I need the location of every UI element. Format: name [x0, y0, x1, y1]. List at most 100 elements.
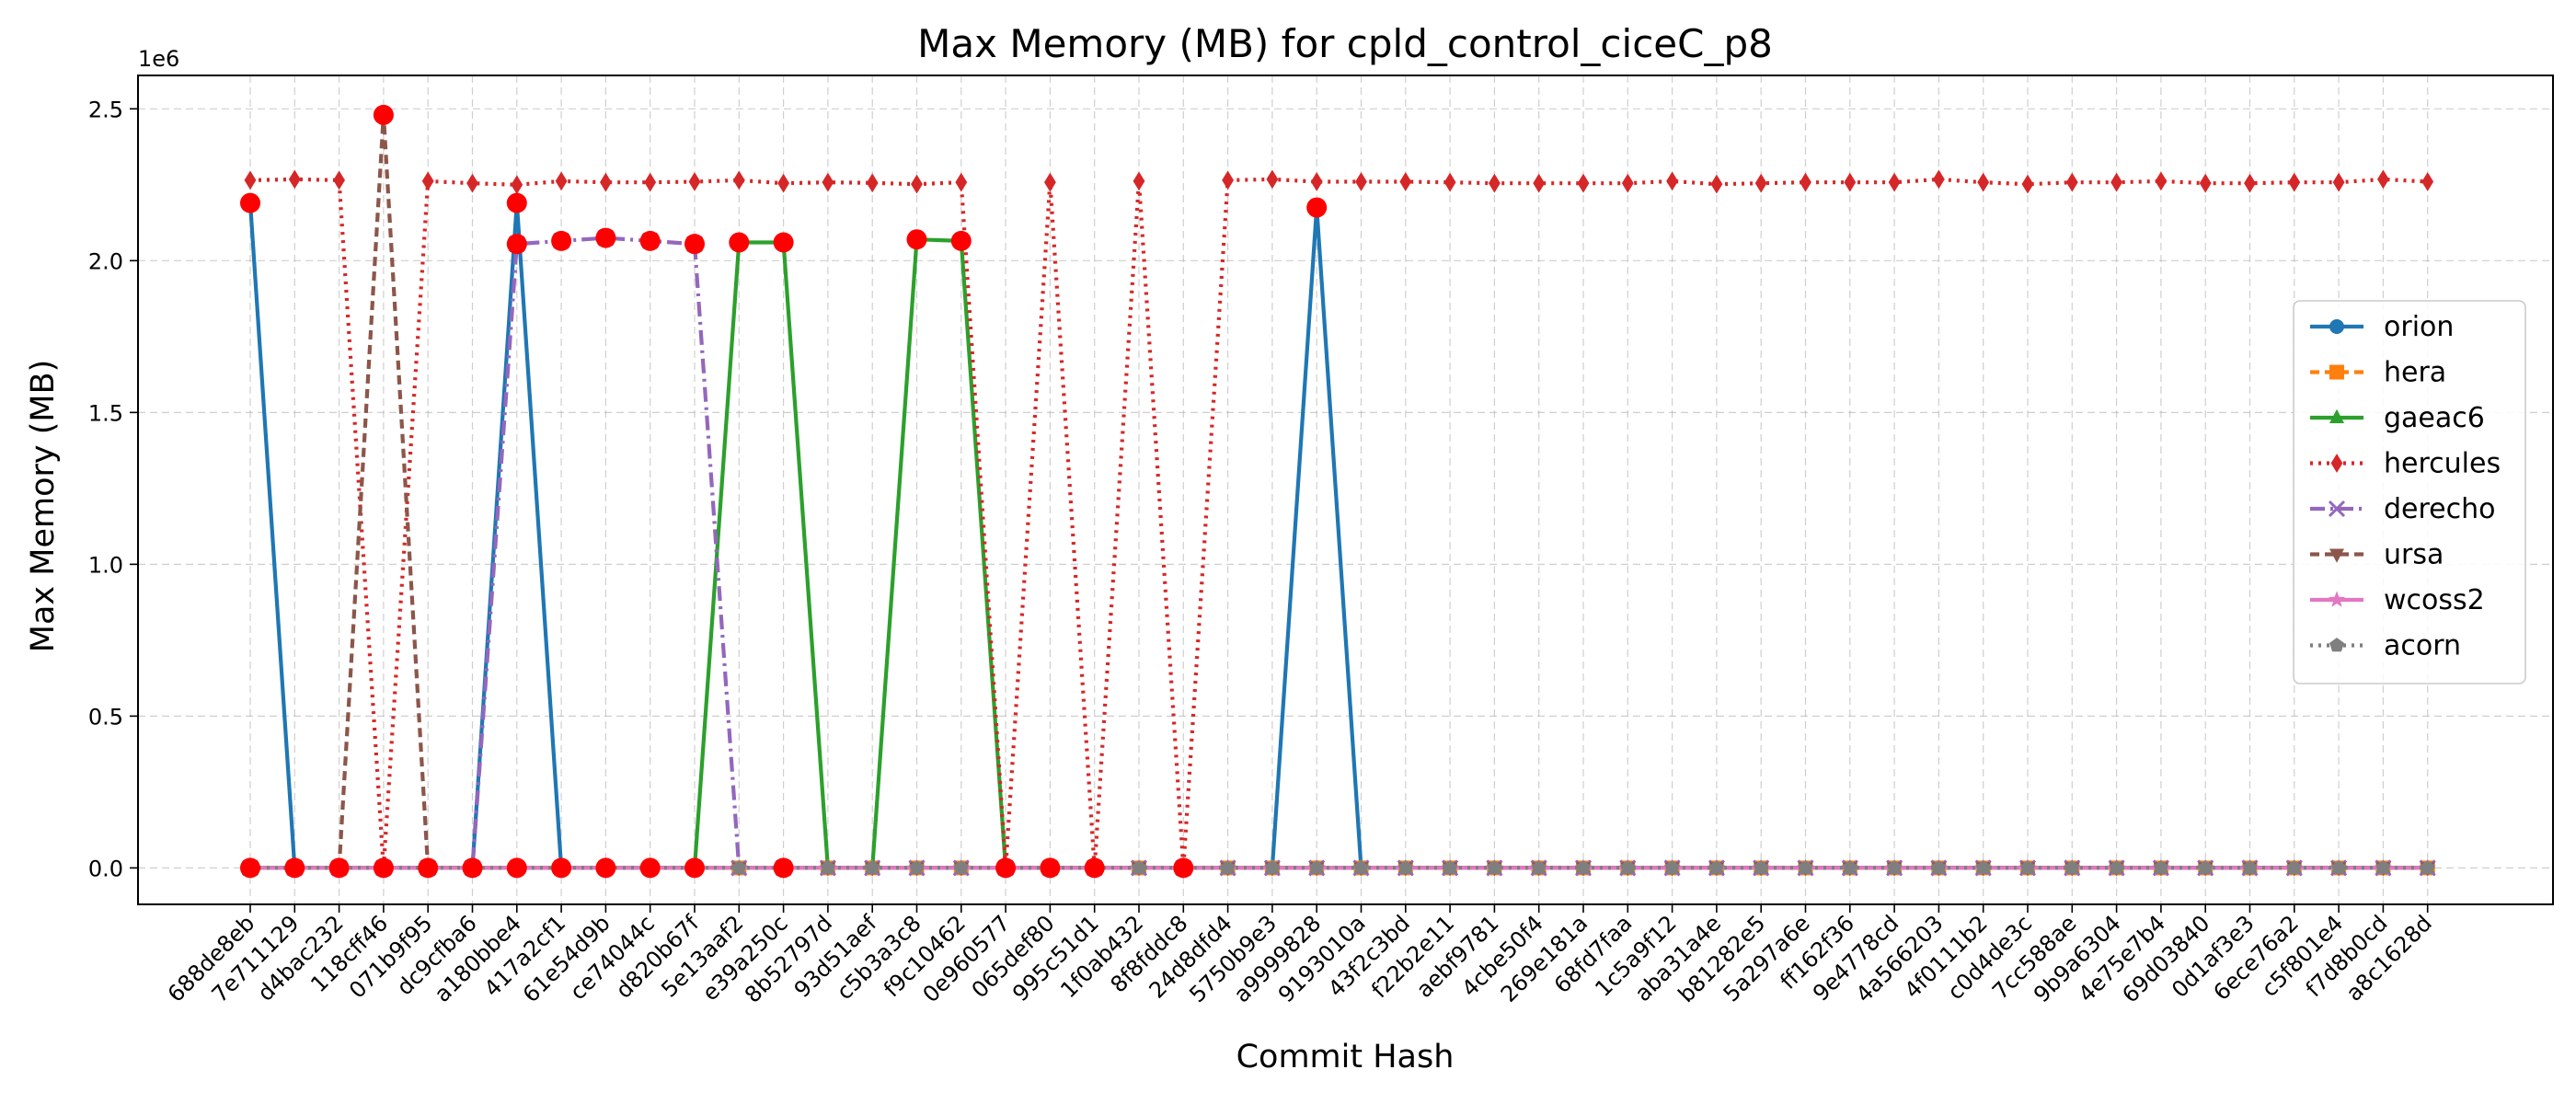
- highlight-point: [328, 857, 350, 879]
- data-point-acorn: [1842, 860, 1857, 875]
- data-point-hercules: [2021, 174, 2034, 194]
- legend-label: hera: [2384, 357, 2446, 389]
- highlight-point: [684, 234, 705, 255]
- y-tick-label: 0.5: [88, 704, 123, 730]
- highlight-point: [595, 227, 616, 248]
- y-axis-title: Max Memory (MB): [25, 360, 62, 652]
- legend-item-wcoss2: wcoss2: [2310, 584, 2485, 616]
- legend-item-orion: orion: [2310, 311, 2454, 343]
- highlight-point: [950, 230, 972, 251]
- legend-label: ursa: [2384, 539, 2444, 571]
- data-point-hercules: [1310, 172, 1323, 191]
- highlight-point: [462, 857, 483, 879]
- legend-label: gaeac6: [2384, 402, 2485, 434]
- legend-box: [2293, 300, 2526, 684]
- highlight-layer: [240, 104, 1328, 879]
- legend-label: acorn: [2384, 630, 2461, 662]
- data-point-hercules: [777, 173, 789, 193]
- legend-swatch-marker: [2328, 500, 2346, 518]
- data-point-acorn: [2286, 860, 2302, 875]
- legend-item-ursa: ursa: [2310, 539, 2444, 571]
- data-point-hercules: [1577, 173, 1590, 193]
- highlight-point: [284, 857, 305, 879]
- highlight-point: [506, 192, 527, 213]
- data-point-hercules: [2332, 172, 2345, 192]
- y-tick-label: 2.5: [88, 97, 123, 122]
- data-point-hercules: [1044, 172, 1056, 192]
- data-point-acorn: [1887, 860, 1903, 875]
- data-point-hercules: [421, 171, 434, 191]
- data-point-hercules: [1266, 169, 1279, 190]
- data-point-acorn: [1309, 860, 1325, 875]
- data-point-hercules: [1621, 173, 1634, 193]
- highlight-point: [773, 857, 794, 879]
- data-point-hercules: [866, 173, 879, 193]
- highlight-point: [995, 857, 1017, 879]
- data-point-hercules: [2110, 172, 2122, 192]
- data-point-hercules: [1443, 172, 1456, 192]
- data-point-hercules: [1489, 173, 1501, 193]
- data-point-acorn: [2020, 860, 2035, 875]
- legend-swatch-marker: [2329, 319, 2344, 334]
- highlight-point: [595, 857, 616, 879]
- legend-swatch-marker: [2329, 364, 2344, 380]
- data-point-acorn: [820, 860, 835, 875]
- legend-swatch-marker: [2329, 548, 2344, 563]
- highlight-point: [639, 857, 661, 879]
- data-point-hercules: [2244, 173, 2256, 193]
- data-point-hercules: [244, 170, 257, 190]
- legend-item-derecho: derecho: [2310, 493, 2496, 525]
- data-point-hercules: [1222, 170, 1234, 190]
- data-point-acorn: [1620, 860, 1636, 875]
- data-point-hercules: [2288, 172, 2301, 192]
- data-point-acorn: [2331, 860, 2347, 875]
- data-point-hercules: [333, 170, 345, 190]
- highlight-point: [373, 857, 394, 879]
- legend-item-acorn: acorn: [2310, 630, 2461, 662]
- data-point-hercules: [911, 174, 923, 194]
- data-point-acorn: [2153, 860, 2168, 875]
- highlight-point: [506, 857, 527, 879]
- plot-frame: [137, 75, 2554, 905]
- data-point-hercules: [1933, 169, 1945, 190]
- data-point-acorn: [1754, 860, 1769, 875]
- highlight-point: [729, 232, 750, 253]
- legend: orion hera gaeac6 hercules derecho ursa wcoss2…: [2293, 300, 2526, 684]
- data-point-hercules: [1977, 172, 1990, 192]
- data-point-acorn: [1576, 860, 1591, 875]
- legend-swatch-marker: [2329, 408, 2344, 423]
- legend-swatch-marker: [2328, 591, 2346, 607]
- data-point-acorn: [909, 860, 925, 875]
- data-point-hercules: [1754, 173, 1767, 193]
- data-point-hercules: [1133, 171, 1145, 191]
- data-point-hercules: [1888, 172, 1901, 192]
- data-point-hercules: [688, 172, 701, 191]
- data-point-acorn: [2064, 860, 2080, 875]
- data-point-acorn: [1132, 860, 1146, 875]
- data-point-hercules: [1844, 172, 1857, 192]
- data-point-hercules: [555, 171, 568, 191]
- data-point-hercules: [1666, 171, 1678, 191]
- data-point-hercules: [1399, 172, 1412, 191]
- highlight-point: [684, 857, 705, 879]
- data-point-acorn: [1443, 860, 1458, 875]
- legend-swatch-marker: [2330, 454, 2343, 473]
- legend-item-gaeac6: gaeac6: [2310, 402, 2485, 434]
- y-tick-label: 2.0: [88, 248, 123, 274]
- highlight-point: [773, 232, 794, 253]
- data-point-hercules: [2155, 171, 2168, 191]
- data-point-acorn: [731, 860, 747, 875]
- data-point-acorn: [1798, 860, 1813, 875]
- highlight-point: [1306, 197, 1328, 218]
- data-point-hercules: [2377, 169, 2389, 190]
- y-tick-label: 1.0: [88, 552, 123, 578]
- series-line-hercules: [249, 177, 2428, 870]
- legend-label: hercules: [2384, 448, 2501, 480]
- data-point-acorn: [2109, 860, 2124, 875]
- highlight-point: [240, 857, 260, 879]
- data-point-hercules: [644, 172, 657, 192]
- data-point-acorn: [1264, 860, 1280, 875]
- highlight-point: [506, 234, 527, 255]
- y-tick-label: 1.5: [88, 400, 123, 426]
- highlight-point: [551, 857, 572, 879]
